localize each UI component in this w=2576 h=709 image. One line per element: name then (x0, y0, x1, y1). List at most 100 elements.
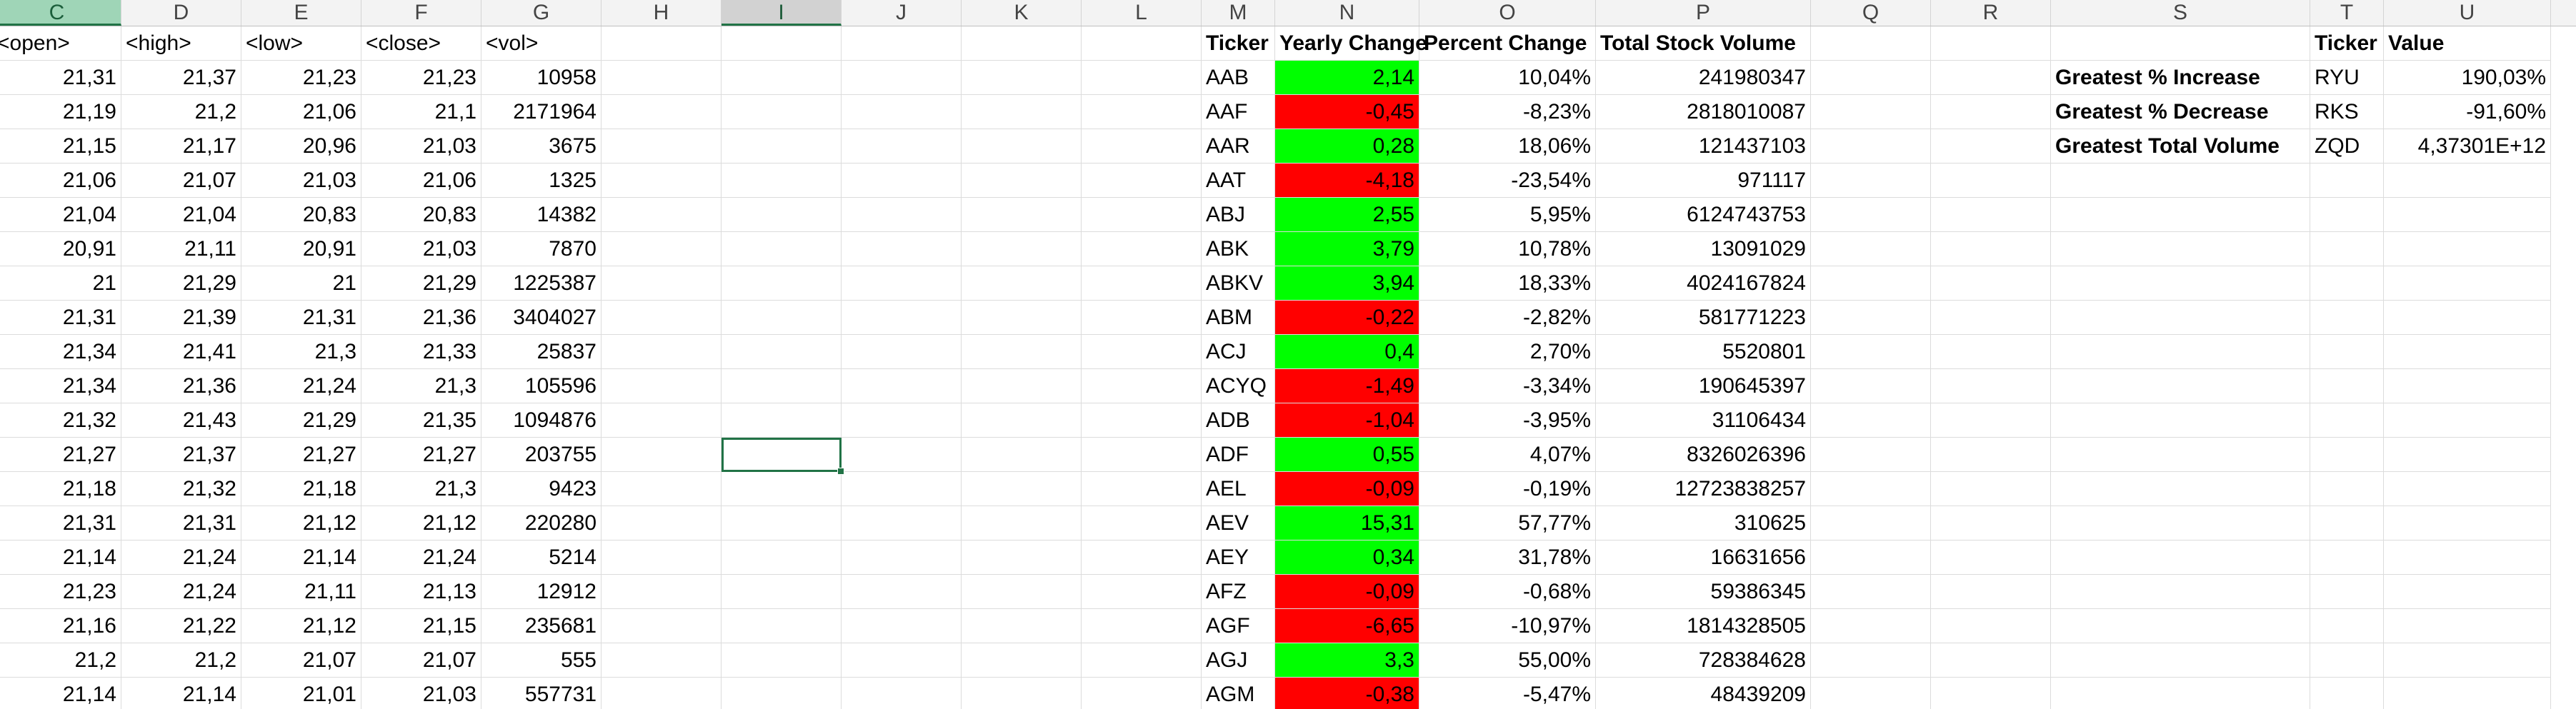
greatest-value-cell[interactable]: 4,37301E+12 (2384, 129, 2551, 164)
grid-cell[interactable] (1811, 575, 1931, 609)
fill-handle[interactable] (837, 468, 844, 475)
grid-cell[interactable] (722, 506, 842, 540)
price-cell[interactable]: 21,31 (241, 301, 361, 335)
grid-cell[interactable] (2310, 164, 2384, 198)
grid-cell[interactable] (2384, 438, 2551, 472)
grid-cell[interactable] (962, 266, 1082, 301)
grid-cell[interactable] (722, 643, 842, 678)
grid-cell[interactable] (2051, 369, 2310, 403)
column-header-p[interactable]: P (1596, 0, 1811, 26)
grid-cell[interactable] (2310, 678, 2384, 709)
price-cell[interactable]: 21,04 (0, 198, 121, 232)
ticker-cell[interactable]: AAB (1202, 61, 1275, 95)
grid-cell[interactable] (601, 643, 722, 678)
grid-cell[interactable] (2051, 506, 2310, 540)
ticker-cell[interactable]: AAT (1202, 164, 1275, 198)
yearly-change-cell[interactable]: 3,3 (1275, 643, 1419, 678)
grid-cell[interactable] (962, 506, 1082, 540)
grid-cell[interactable] (1811, 506, 1931, 540)
grid-cell[interactable] (1082, 472, 1202, 506)
grid-cell[interactable] (842, 301, 962, 335)
grid-cell[interactable] (2310, 301, 2384, 335)
price-cell[interactable]: 21,24 (361, 540, 481, 575)
price-cell[interactable]: 21 (241, 266, 361, 301)
grid-cell[interactable] (842, 198, 962, 232)
percent-change-cell[interactable]: 10,78% (1419, 232, 1596, 266)
yearly-change-cell[interactable]: -0,22 (1275, 301, 1419, 335)
grid-cell[interactable] (962, 26, 1082, 61)
ticker-cell[interactable]: ABJ (1202, 198, 1275, 232)
ticker-cell[interactable]: AAR (1202, 129, 1275, 164)
grid-cell[interactable] (1931, 540, 2051, 575)
grid-cell[interactable] (2051, 643, 2310, 678)
price-cell[interactable]: 3404027 (481, 301, 601, 335)
percent-change-cell[interactable]: -3,34% (1419, 369, 1596, 403)
grid-cell[interactable] (601, 61, 722, 95)
summary-header-cell[interactable]: Ticker (1202, 26, 1275, 61)
grid-cell[interactable] (1082, 129, 1202, 164)
yearly-change-cell[interactable]: 3,94 (1275, 266, 1419, 301)
grid-cell[interactable] (842, 129, 962, 164)
percent-change-cell[interactable]: -8,23% (1419, 95, 1596, 129)
greatest-ticker-cell[interactable]: RKS (2310, 95, 2384, 129)
price-cell[interactable]: 21,3 (361, 472, 481, 506)
grid-cell[interactable] (1811, 369, 1931, 403)
greatest-header-cell[interactable]: Value (2384, 26, 2551, 61)
price-cell[interactable]: 21,24 (121, 540, 241, 575)
price-cell[interactable]: 21,29 (121, 266, 241, 301)
grid-cell[interactable] (601, 232, 722, 266)
yearly-change-cell[interactable]: -4,18 (1275, 164, 1419, 198)
grid-cell[interactable] (842, 61, 962, 95)
price-cell[interactable]: 21,23 (241, 61, 361, 95)
ticker-cell[interactable]: AEL (1202, 472, 1275, 506)
price-cell[interactable]: 21,27 (241, 438, 361, 472)
price-cell[interactable]: 20,96 (241, 129, 361, 164)
grid-cell[interactable] (2051, 403, 2310, 438)
ticker-cell[interactable]: AGM (1202, 678, 1275, 709)
grid-cell[interactable] (962, 95, 1082, 129)
grid-cell[interactable] (842, 438, 962, 472)
price-cell[interactable]: 21,32 (121, 472, 241, 506)
column-header-u[interactable]: U (2384, 0, 2551, 26)
grid-cell[interactable] (2310, 403, 2384, 438)
price-cell[interactable]: 9423 (481, 472, 601, 506)
grid-cell[interactable] (1931, 369, 2051, 403)
price-cell[interactable]: 21,14 (121, 678, 241, 709)
grid-cell[interactable] (1931, 643, 2051, 678)
grid-cell[interactable] (962, 438, 1082, 472)
grid-cell[interactable] (962, 164, 1082, 198)
grid-cell[interactable] (2384, 198, 2551, 232)
yearly-change-cell[interactable]: 2,55 (1275, 198, 1419, 232)
grid-cell[interactable] (1931, 61, 2051, 95)
grid-cell[interactable] (2310, 643, 2384, 678)
yearly-change-cell[interactable]: 0,55 (1275, 438, 1419, 472)
price-cell[interactable]: 21,15 (361, 609, 481, 643)
price-cell[interactable]: 21,11 (241, 575, 361, 609)
column-header-l[interactable]: L (1082, 0, 1202, 26)
yearly-change-cell[interactable]: 0,4 (1275, 335, 1419, 369)
price-cell[interactable]: 21,24 (241, 369, 361, 403)
price-cell[interactable]: 105596 (481, 369, 601, 403)
grid-cell[interactable] (962, 232, 1082, 266)
grid-cell[interactable] (842, 369, 962, 403)
grid-cell[interactable] (962, 369, 1082, 403)
grid-cell[interactable] (601, 438, 722, 472)
price-cell[interactable]: 21,07 (121, 164, 241, 198)
price-cell[interactable]: 21,3 (241, 335, 361, 369)
grid-cell[interactable] (1931, 129, 2051, 164)
grid-cell[interactable] (842, 609, 962, 643)
grid-cell[interactable] (1082, 198, 1202, 232)
grid-cell[interactable] (1082, 26, 1202, 61)
grid-cell[interactable] (842, 232, 962, 266)
grid-cell[interactable] (1811, 609, 1931, 643)
price-cell[interactable]: 235681 (481, 609, 601, 643)
percent-change-cell[interactable]: -3,95% (1419, 403, 1596, 438)
grid-cell[interactable] (2310, 335, 2384, 369)
grid-cell[interactable] (1931, 198, 2051, 232)
price-cell[interactable]: 21,06 (241, 95, 361, 129)
greatest-value-cell[interactable]: -91,60% (2384, 95, 2551, 129)
grid-cell[interactable] (842, 95, 962, 129)
summary-header-cell[interactable]: Yearly Change (1275, 26, 1427, 61)
grid-cell[interactable] (722, 472, 842, 506)
grid-cell[interactable] (962, 335, 1082, 369)
